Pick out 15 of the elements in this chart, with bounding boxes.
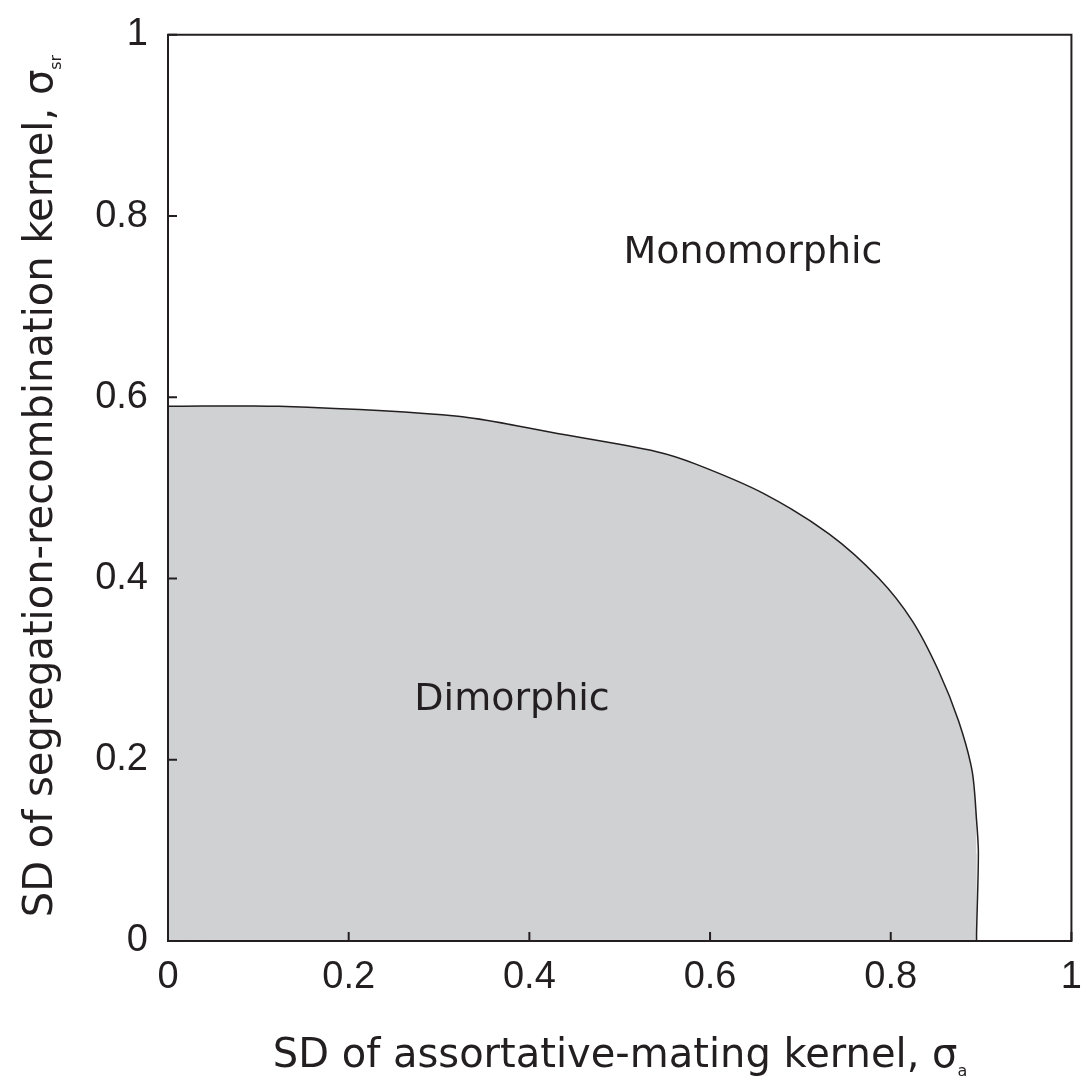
x-tick-label: 0.8 (864, 954, 918, 997)
y-tick-label: 0.2 (95, 736, 148, 779)
x-tick-label: 1 (1060, 954, 1082, 997)
y-tick-label: 0 (126, 917, 148, 960)
x-tick-label: 0.6 (683, 954, 737, 997)
y-tick-label: 0.8 (95, 192, 148, 235)
y-tick-label: 1 (126, 11, 148, 54)
x-tick-label: 0.4 (502, 954, 556, 997)
x-tick-label: 0.2 (322, 954, 376, 997)
y-tick-label: 0.6 (95, 373, 148, 416)
x-tick-label: 0 (157, 954, 179, 997)
x-axis-title: SD of assortative-mating kernel, σ$_{a}$ (272, 1030, 968, 1080)
annotation: Monomorphic (623, 227, 883, 272)
y-tick-label: 0.4 (95, 555, 148, 597)
annotation: Dimorphic (414, 674, 610, 719)
